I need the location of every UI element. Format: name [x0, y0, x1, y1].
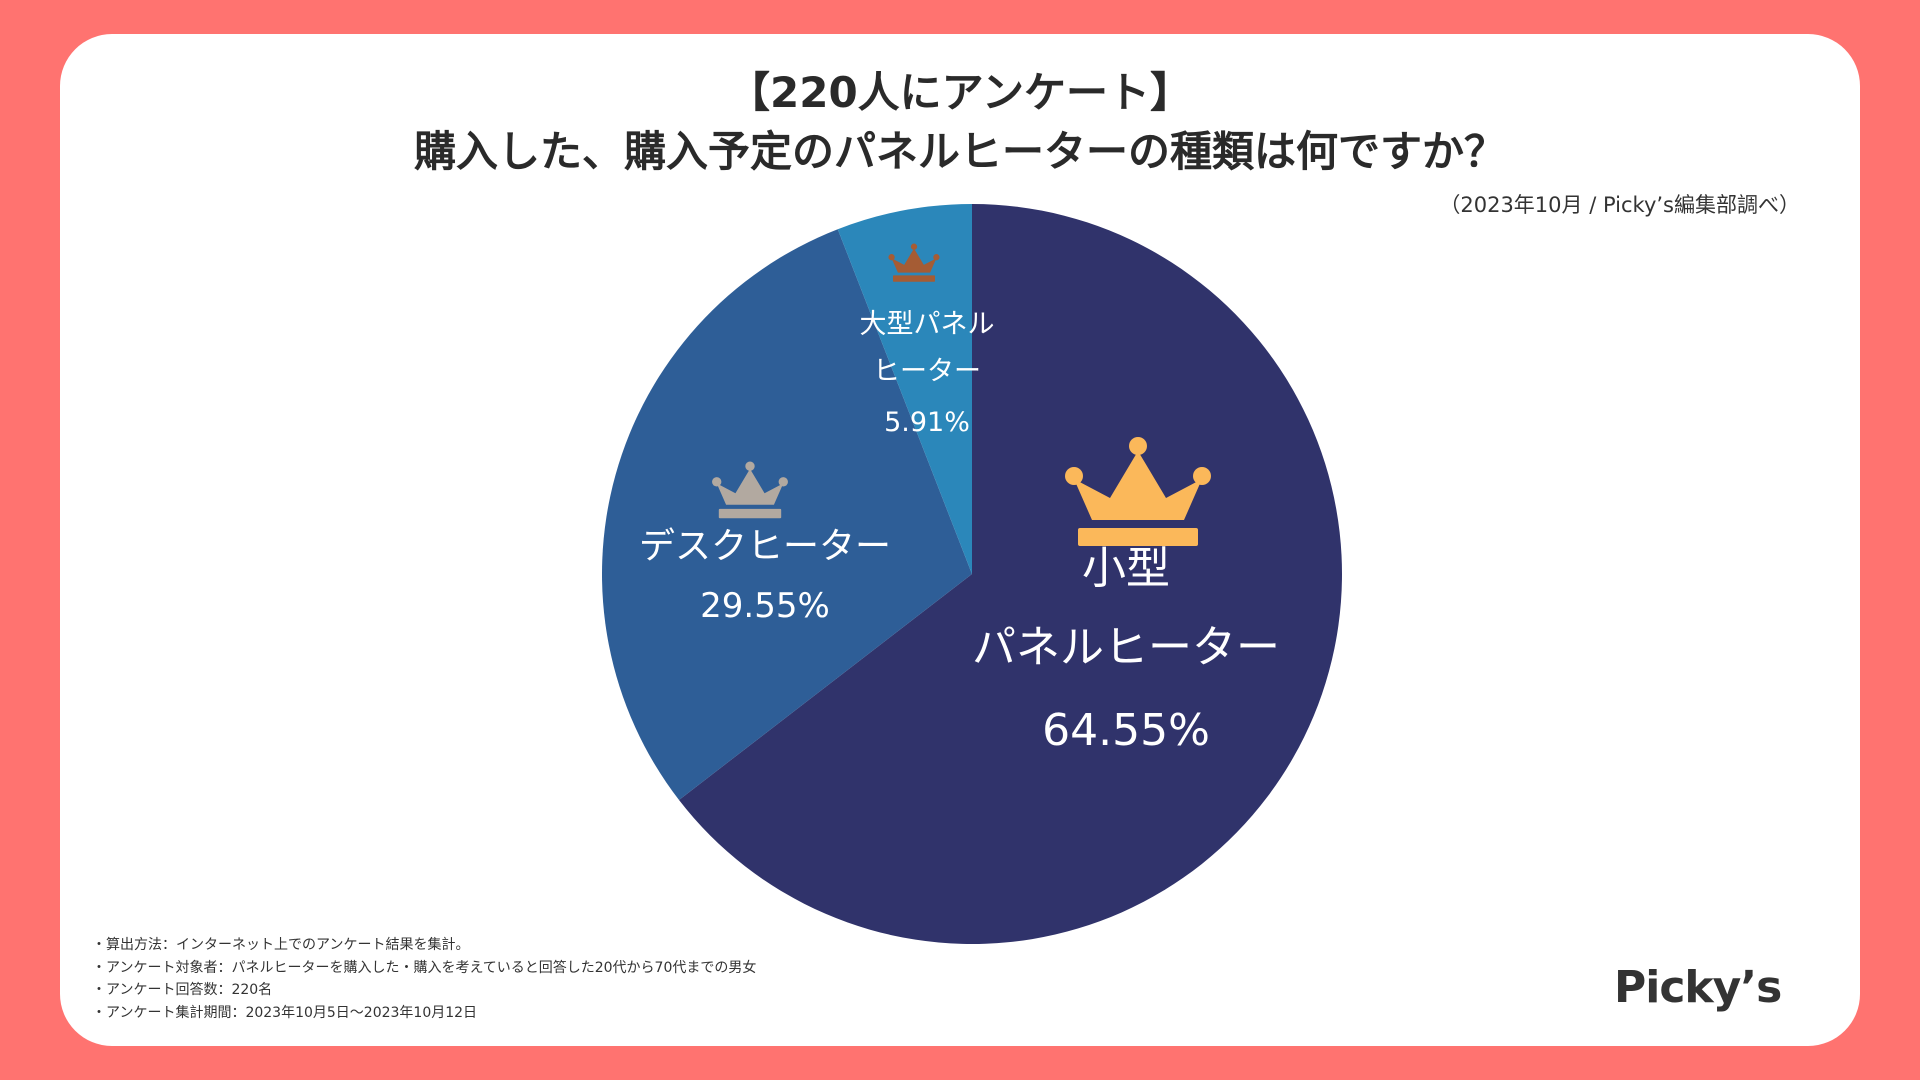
- survey-notes: ・算出方法：インターネット上でのアンケート結果を集計。 ・アンケート対象者：パネ…: [92, 934, 756, 1024]
- slice-2-value-label: 29.55%: [700, 586, 830, 626]
- slice-1-value-label: 64.55%: [1042, 705, 1210, 756]
- slice-2-label-line-1: デスクヒーター: [639, 526, 891, 567]
- brand-logo: Picky’s: [1614, 962, 1782, 1013]
- chart-title-line1: 【220人にアンケート】: [728, 68, 1192, 117]
- slice-3-label-line-2: ヒーター: [873, 356, 981, 387]
- note-period: ・アンケート集計期間：2023年10月5日〜2023年10月12日: [92, 1004, 478, 1021]
- rank-2-crown-icon: [712, 461, 788, 519]
- slice-3-label-line-1: 大型パネル: [860, 309, 995, 340]
- chart-title-line2: 購入した、購入予定のパネルヒーターの種類は何ですか？: [413, 127, 1506, 176]
- rank-3-crown-icon: [888, 243, 940, 282]
- slice-3-value-label: 5.91%: [884, 407, 970, 438]
- pie-slice-3: [837, 204, 972, 574]
- slice-1-label-line-2: パネルヒーター: [972, 622, 1280, 673]
- slice-1-label-line-1: 小型: [1082, 543, 1170, 594]
- pie-slice-1: [679, 203, 1343, 944]
- source-note: （2023年10月 / Picky’s編集部調べ）: [1439, 193, 1800, 217]
- note-target: ・アンケート対象者：パネルヒーターを購入した・購入を考えていると回答した20代か…: [92, 959, 757, 976]
- rank-1-crown-icon: [1065, 437, 1211, 546]
- note-count: ・アンケート回答数：220名: [92, 982, 273, 998]
- note-method: ・算出方法：インターネット上でのアンケート結果を集計。: [92, 937, 470, 953]
- pie-slice-2: [601, 229, 972, 800]
